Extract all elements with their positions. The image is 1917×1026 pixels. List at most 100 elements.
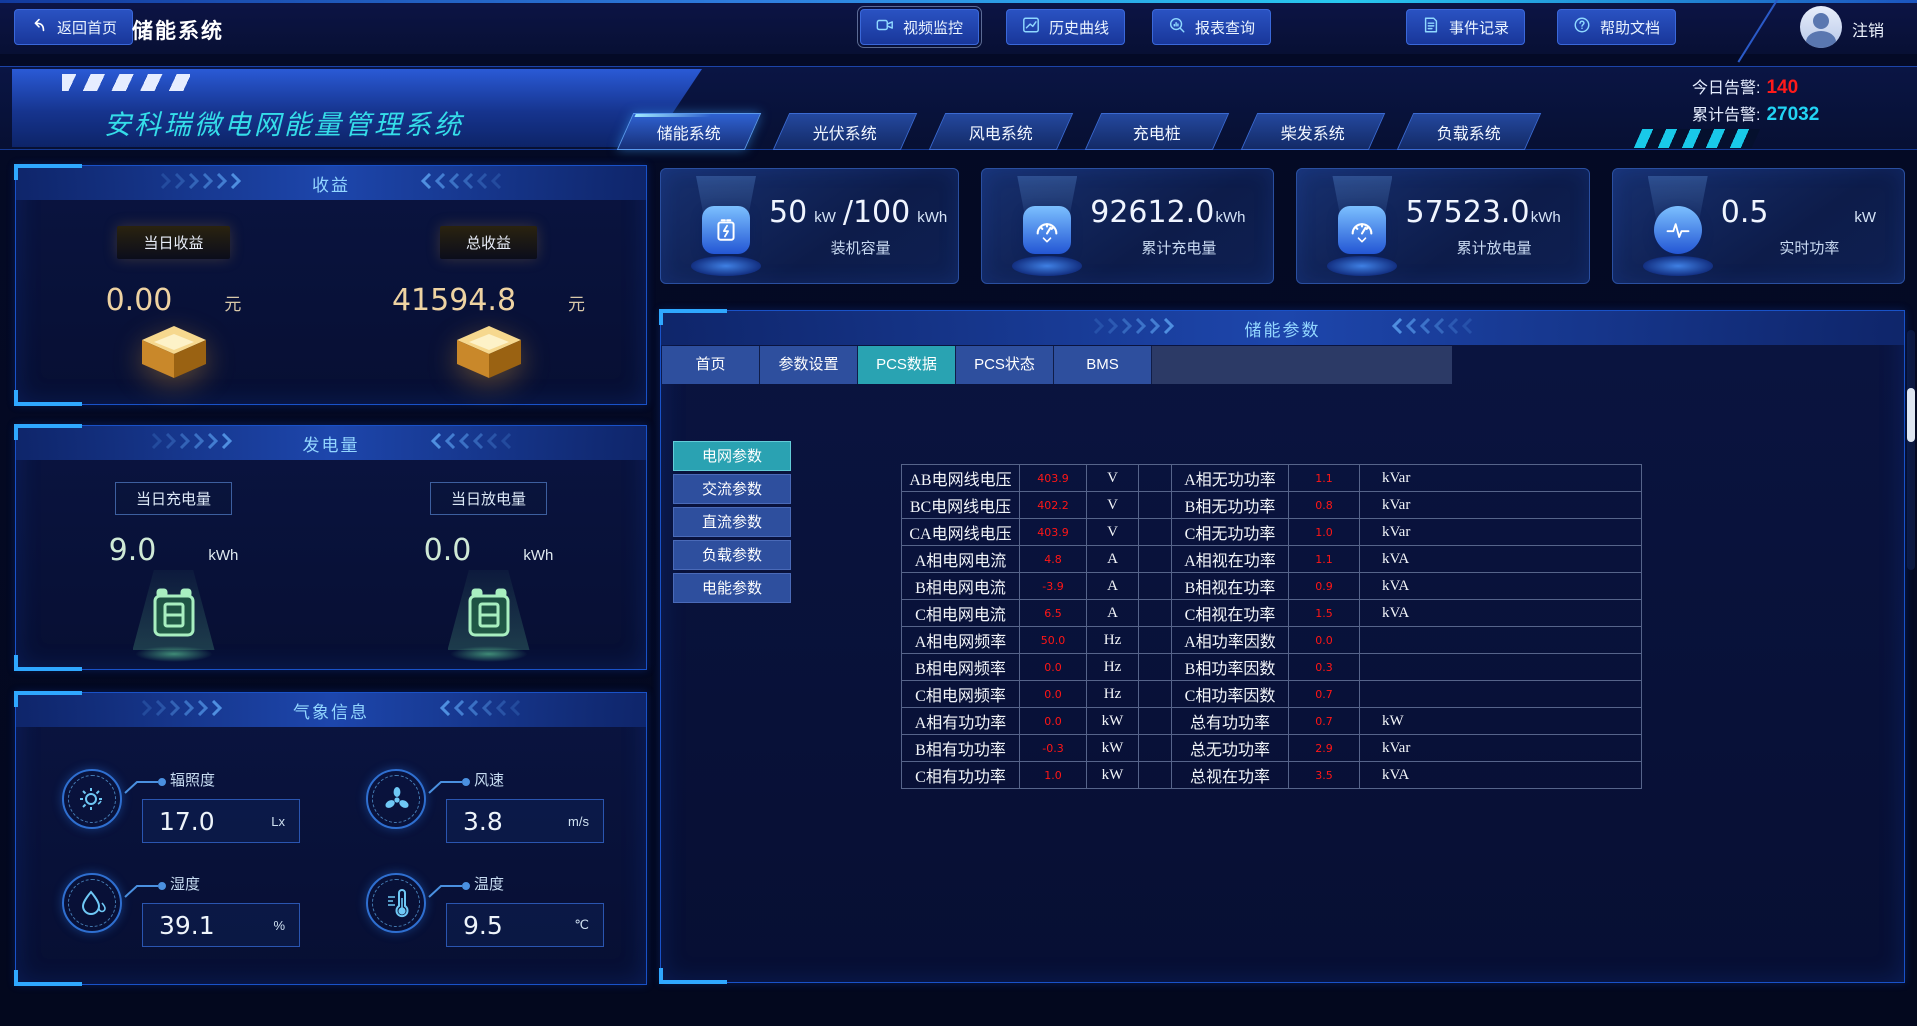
subtab-dc-params[interactable]: 直流参数 bbox=[673, 507, 791, 537]
table-row: A相电网频率 50.0 Hz A相功率因数 0.0 bbox=[901, 626, 1642, 654]
table-cell-v2: 0.7 bbox=[1288, 680, 1360, 708]
table-cell-v1: 4.8 bbox=[1019, 545, 1087, 573]
installed-capacity-card: 50 kW /100 kWh 装机容量 bbox=[660, 168, 960, 284]
logout-button[interactable]: 注销 bbox=[1852, 23, 1885, 40]
tab-pcs-status[interactable]: PCS状态 bbox=[956, 346, 1054, 384]
tab-param-settings[interactable]: 参数设置 bbox=[760, 346, 858, 384]
table-cell-n1: AB电网线电压 bbox=[901, 464, 1020, 492]
tab-wind-system[interactable]: 风电系统 bbox=[928, 113, 1074, 150]
realtime-power-card: 0.5 kW 实时功率 bbox=[1611, 168, 1905, 284]
tab-charging-pile[interactable]: 充电桩 bbox=[1084, 113, 1230, 150]
table-cell-v2: 1.5 bbox=[1288, 599, 1360, 627]
table-cell-v2: 0.7 bbox=[1288, 707, 1360, 735]
table-cell-v2: 0.0 bbox=[1288, 626, 1360, 654]
video-monitor-button[interactable]: 视频监控 bbox=[856, 6, 983, 48]
income-total-unit: 元 bbox=[568, 295, 586, 314]
back-home-label: 返回首页 bbox=[57, 19, 118, 37]
humidity-unit: % bbox=[273, 917, 285, 933]
help-doc-button[interactable]: 帮助文档 bbox=[1557, 9, 1677, 45]
humidity-gauge: 湿度 39.1 % bbox=[44, 859, 344, 959]
scrollbar-track[interactable] bbox=[1907, 330, 1915, 570]
temperature-label: 温度 bbox=[474, 876, 505, 893]
total-discharge-label: 累计放电量 bbox=[1456, 239, 1532, 257]
subtab-ac-params[interactable]: 交流参数 bbox=[673, 474, 791, 504]
generation-panel: 发电量 当日充电量 9.0 kWh 当日放电量 0.0 kWh bbox=[14, 424, 647, 671]
table-cell-u2: kVar bbox=[1359, 491, 1642, 519]
table-cell-n2: C相无功功率 bbox=[1171, 518, 1289, 546]
system-tabs: 储能系统 光伏系统 风电系统 充电桩 柴发系统 负载系统 bbox=[616, 113, 1542, 150]
table-cell-n2: B相功率因数 bbox=[1171, 653, 1289, 681]
table-cell-u1: kW bbox=[1086, 761, 1139, 789]
charge-day-block: 当日充电量 9.0 kWh bbox=[16, 460, 331, 662]
storage-params-header: 储能参数 bbox=[661, 311, 1904, 345]
total-discharge-card: 57523.0 kWh 累计放电量 bbox=[1296, 168, 1590, 284]
income-total-block: 总收益 41594.8 元 bbox=[331, 200, 646, 385]
page-title: 储能系统 bbox=[132, 20, 224, 43]
table-cell-n2: A相无功功率 bbox=[1171, 464, 1289, 492]
history-curve-label: 历史曲线 bbox=[1049, 19, 1110, 37]
connector-line-icon bbox=[124, 777, 166, 800]
table-cell-u1: V bbox=[1086, 518, 1139, 546]
discharge-day-value: 0.0 bbox=[423, 533, 472, 568]
table-cell-u2: kVA bbox=[1359, 761, 1642, 789]
table-cell-u2: kVar bbox=[1359, 734, 1642, 762]
tab-storage-system[interactable]: 储能系统 bbox=[616, 113, 762, 150]
table-row: AB电网线电压 403.9 V A相无功功率 1.1 kVar bbox=[901, 464, 1642, 492]
tab-home[interactable]: 首页 bbox=[662, 346, 760, 384]
thermometer-icon bbox=[366, 873, 426, 933]
chevrons-right-icon bbox=[1093, 317, 1203, 339]
event-log-button[interactable]: 事件记录 bbox=[1406, 9, 1526, 45]
back-arrow-icon bbox=[30, 16, 48, 38]
table-row: C相电网电流 6.5 A C相视在功率 1.5 kVA bbox=[901, 599, 1642, 627]
total-charge-unit: kWh bbox=[1215, 208, 1246, 226]
stat-cards-row: 50 kW /100 kWh 装机容量 92612.0 kWh 累计充电量 bbox=[660, 168, 1905, 284]
table-row: B相有功功率 -0.3 kW 总无功功率 2.9 kVar bbox=[901, 734, 1642, 762]
table-cell-u2: kVA bbox=[1359, 572, 1642, 600]
table-cell-u2 bbox=[1359, 653, 1642, 681]
back-home-button[interactable]: 返回首页 bbox=[14, 9, 134, 45]
sun-icon bbox=[62, 769, 122, 829]
tab-diesel-system[interactable]: 柴发系统 bbox=[1240, 113, 1386, 150]
table-cell-u2: kVar bbox=[1359, 464, 1642, 492]
table-cell-v1: 0.0 bbox=[1019, 680, 1087, 708]
table-row: B相电网电流 -3.9 A B相视在功率 0.9 kVA bbox=[901, 572, 1642, 600]
table-cell-u2: kVar bbox=[1359, 518, 1642, 546]
history-curve-button[interactable]: 历史曲线 bbox=[1006, 9, 1126, 45]
table-cell-n1: BC电网线电压 bbox=[901, 491, 1020, 519]
humidity-value: 39.1 bbox=[159, 910, 215, 940]
tab-pcs-data[interactable]: PCS数据 bbox=[858, 346, 956, 384]
alarm-summary: 今日告警: 140 累计告警: 27032 bbox=[1692, 75, 1819, 129]
report-query-button[interactable]: 报表查询 bbox=[1152, 9, 1272, 45]
income-day-value: 0.00 bbox=[105, 283, 173, 318]
scrollbar-thumb[interactable] bbox=[1907, 388, 1915, 442]
generation-panel-header: 发电量 bbox=[16, 426, 646, 460]
humidity-icon bbox=[62, 873, 122, 933]
tab-pv-system[interactable]: 光伏系统 bbox=[772, 113, 918, 150]
income-day-unit: 元 bbox=[224, 295, 242, 314]
alarm-today-value: 140 bbox=[1766, 77, 1799, 98]
tab-load-system[interactable]: 负载系统 bbox=[1396, 113, 1542, 150]
table-row: A相电网电流 4.8 A A相视在功率 1.1 kVA bbox=[901, 545, 1642, 573]
subtab-grid-params[interactable]: 电网参数 bbox=[673, 441, 791, 471]
table-cell-n1: C相有功功率 bbox=[901, 761, 1020, 789]
table-cell-n1: A相有功功率 bbox=[901, 707, 1020, 735]
table-cell-v1: 402.2 bbox=[1019, 491, 1087, 519]
installed-capacity-energy-unit: kWh bbox=[917, 208, 948, 226]
grid-params-table: AB电网线电压 403.9 V A相无功功率 1.1 kVar BC电网线电压 402.2 V B… bbox=[901, 464, 1642, 789]
subtab-energy-params[interactable]: 电能参数 bbox=[673, 573, 791, 603]
income-panel-header: 收益 bbox=[16, 166, 646, 200]
table-row: C相电网频率 0.0 Hz C相功率因数 0.7 bbox=[901, 680, 1642, 708]
table-cell-n2: 总有功功率 bbox=[1171, 707, 1289, 735]
avatar[interactable] bbox=[1800, 6, 1842, 48]
tab-bms[interactable]: BMS bbox=[1054, 346, 1152, 384]
table-cell-n2: B相视在功率 bbox=[1171, 572, 1289, 600]
table-cell-u2 bbox=[1359, 626, 1642, 654]
event-log-label: 事件记录 bbox=[1449, 19, 1510, 37]
alarm-today: 今日告警: 140 bbox=[1692, 75, 1819, 102]
table-cell-u1: V bbox=[1086, 464, 1139, 492]
alarm-total-value: 27032 bbox=[1766, 104, 1820, 125]
help-doc-label: 帮助文档 bbox=[1600, 19, 1661, 37]
subtab-load-params[interactable]: 负载参数 bbox=[673, 540, 791, 570]
installed-capacity-label: 装机容量 bbox=[830, 239, 891, 257]
temperature-unit: ℃ bbox=[574, 917, 589, 932]
